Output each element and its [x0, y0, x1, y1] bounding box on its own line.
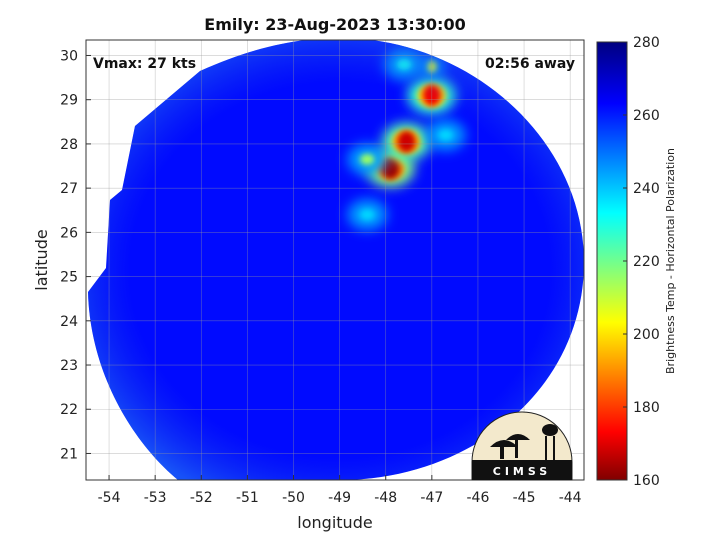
x-tick-label-6: -48	[374, 490, 397, 506]
logo-lettering: CIMSS	[493, 465, 551, 478]
colorbar-tick-label-4: 240	[633, 181, 660, 197]
cimss-logo: CIMSS	[471, 411, 573, 481]
colorbar-tick-label-1: 180	[633, 400, 660, 416]
x-tick-label-7: -47	[420, 490, 443, 506]
x-tick-label-10: -44	[559, 490, 582, 506]
x-axis-label: longitude	[297, 513, 372, 532]
x-tick-label-4: -50	[282, 490, 305, 506]
colorbar-label: Brightness Temp - Horizontal Polarizatio…	[664, 148, 677, 374]
logo-antennas	[472, 424, 572, 480]
colorbar-tick-label-5: 260	[633, 108, 660, 124]
y-tick-label-8: 29	[60, 93, 78, 109]
y-tick-label-7: 28	[60, 137, 78, 153]
y-tick-label-9: 30	[60, 48, 78, 64]
colorbar-ticks: 160 180 200 220 240 260 280	[623, 35, 660, 489]
swath-limb-shading	[88, 40, 584, 480]
x-tick-label-8: -46	[467, 490, 490, 506]
plot-frame	[85, 39, 585, 481]
colorbar-gradient	[596, 41, 628, 481]
y-axis-label: latitude	[32, 229, 51, 290]
x-tick-label-9: -45	[513, 490, 536, 506]
y-tick-label-3: 24	[60, 314, 78, 330]
y-tick-label-6: 27	[60, 181, 78, 197]
x-tick-label-3: -51	[236, 490, 259, 506]
vmax-annotation: Vmax: 27 kts	[93, 56, 196, 72]
y-tick-label-5: 26	[60, 225, 78, 241]
time-away-annotation: 02:56 away	[485, 56, 575, 72]
chart-title: Emily: 23-Aug-2023 13:30:00	[204, 15, 465, 34]
x-tick-label-5: -49	[328, 490, 351, 506]
colorbar-tick-label-2: 200	[633, 327, 660, 343]
y-tick-label-4: 25	[60, 270, 78, 286]
x-tick-label-0: -54	[98, 490, 121, 506]
y-axis-ticks: 21 22 23 24 25 26 27 28 29 30	[60, 48, 91, 462]
y-tick-label-2: 23	[60, 358, 78, 374]
x-tick-label-1: -53	[144, 490, 167, 506]
colorbar-tick-label-0: 160	[633, 473, 660, 489]
colorbar: 160 180 200 220 240 260 280 Brightness Temp - …	[596, 35, 677, 489]
colorbar-tick-label-3: 220	[633, 254, 660, 270]
x-tick-label-2: -52	[190, 490, 213, 506]
x-axis-ticks: -54 -53 -52 -51 -50 -49 -48 -47 -46 -45 -44	[98, 475, 582, 506]
y-tick-label-0: 21	[60, 446, 78, 462]
y-tick-label-1: 22	[60, 402, 78, 418]
colorbar-tick-label-6: 280	[633, 35, 660, 51]
grid-lines	[86, 40, 584, 480]
